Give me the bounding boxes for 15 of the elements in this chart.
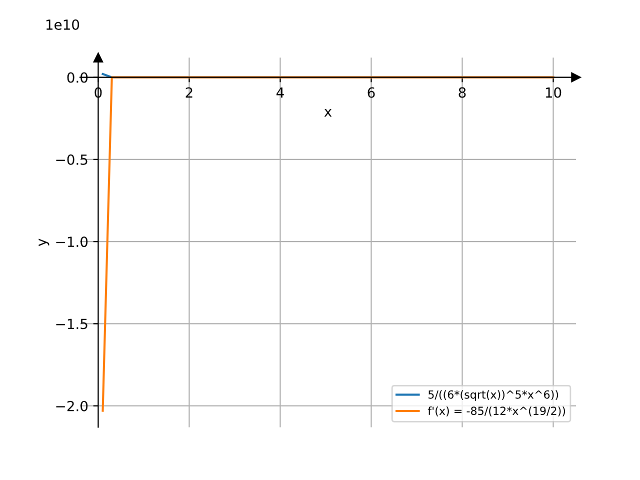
text: 1e10 [46,19,80,30]
y-tick-label: 0.0 [67,72,88,83]
y-axis-title: y [38,238,50,246]
x-tick-label: 6 [368,87,375,98]
legend-label: f'(x) = -85/(12*x^(19/2)) [428,406,566,416]
y-tick-label: −1.5 [56,318,88,330]
y-tick-label: −0.5 [56,154,88,165]
x-tick-label: 8 [458,87,466,98]
legend-label: 5/((6*(sqrt(x))^5*x^6)) [428,390,558,401]
x-tick-label: 2 [186,87,192,98]
x-tick-label: 10 [546,87,562,98]
x-tick-label: 4 [276,87,284,98]
y-tick-label: −2.0 [56,400,88,412]
y-tick-label: −1.0 [56,236,88,248]
x-axis-title: x [324,108,332,117]
